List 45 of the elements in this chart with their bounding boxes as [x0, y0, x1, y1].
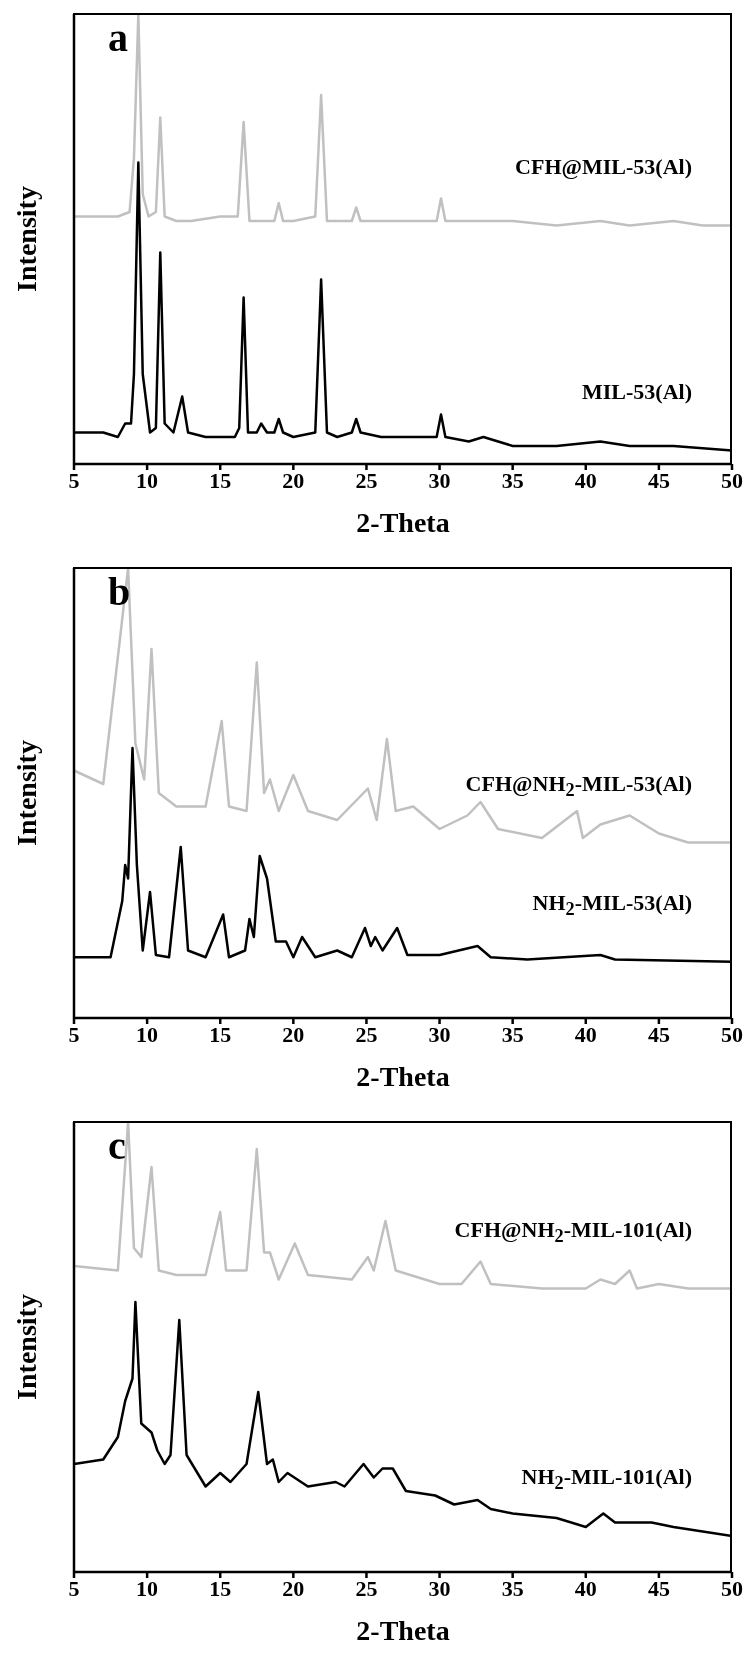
x-tick-label: 20 — [282, 1575, 305, 1601]
x-axis-title: 2-Theta — [356, 1061, 450, 1092]
x-tick-label: 45 — [647, 1021, 670, 1047]
x-tick-label: 30 — [428, 1575, 451, 1601]
chart-title: a — [108, 15, 128, 60]
x-tick-label: 40 — [574, 1575, 597, 1601]
x-tick-label: 35 — [501, 1021, 524, 1047]
x-axis-title: 2-Theta — [356, 507, 450, 538]
x-tick-label: 30 — [428, 467, 451, 493]
x-tick-label: 25 — [355, 1021, 378, 1047]
x-tick-label: 20 — [282, 467, 305, 493]
series-label: CFH@NH$_{2}$-MIL-101(Al) — [454, 1216, 692, 1248]
x-tick-label: 35 — [501, 467, 524, 493]
x-tick-label: 15 — [209, 1575, 232, 1601]
x-tick-label: 50 — [721, 467, 743, 493]
x-tick-label: 5 — [68, 1575, 80, 1601]
x-tick-label: 5 — [68, 1021, 80, 1047]
y-axis-title: Intensity — [10, 186, 42, 292]
series-label: MIL-53(Al) — [582, 378, 692, 405]
series-label: NH$_{2}$-MIL-101(Al) — [521, 1464, 692, 1496]
chart-title: b — [108, 569, 131, 614]
x-tick-label: 40 — [574, 467, 597, 493]
x-tick-label: 50 — [721, 1575, 743, 1601]
series-label: CFH@MIL-53(Al) — [515, 153, 692, 180]
x-tick-label: 45 — [647, 1575, 670, 1601]
x-tick-label: 10 — [136, 1575, 159, 1601]
x-tick-label: 40 — [574, 1021, 597, 1047]
y-axis-title: Intensity — [10, 740, 42, 846]
x-tick-label: 45 — [647, 467, 670, 493]
series-label: CFH@NH$_{2}$-MIL-53(Al) — [465, 770, 692, 802]
x-tick-label: 20 — [282, 1021, 305, 1047]
x-tick-label: 25 — [355, 1575, 378, 1601]
x-axis-title: 2-Theta — [356, 1615, 450, 1646]
x-tick-label: 10 — [136, 467, 159, 493]
y-axis-title: Intensity — [10, 1294, 42, 1400]
x-tick-label: 15 — [209, 1021, 232, 1047]
chart-title: c — [108, 1123, 126, 1168]
series-label: NH$_{2}$-MIL-53(Al) — [532, 889, 692, 922]
x-tick-label: 50 — [721, 1021, 743, 1047]
x-tick-label: 30 — [428, 1021, 451, 1047]
x-tick-label: 35 — [501, 1575, 524, 1601]
x-tick-label: 10 — [136, 1021, 159, 1047]
x-tick-label: 5 — [68, 467, 80, 493]
x-tick-label: 25 — [355, 467, 378, 493]
x-tick-label: 15 — [209, 467, 232, 493]
